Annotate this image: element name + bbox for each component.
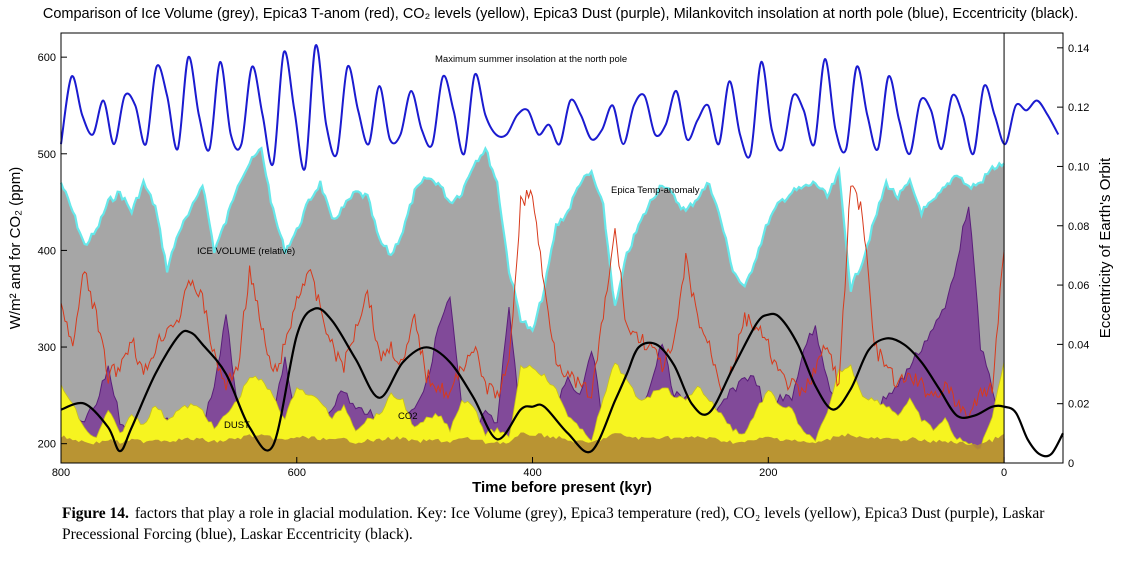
x-tick-label: 400 [523,467,541,479]
y-right-tick-label: 0.14 [1068,43,1089,55]
y-right-tick-label: 0.06 [1068,280,1089,292]
temp-anomaly-layer [60,185,1005,419]
annotation-co2: CO2 [398,411,418,422]
x-tick-label: 0 [1001,467,1007,479]
y-right-tick-label: 0.02 [1068,399,1089,411]
eccentricity-layer [60,307,1064,458]
y-axis-right-title: Eccentricity of Earth's Orbit [1097,157,1114,338]
annotation-temp: Epica Temp-anomaly [611,185,700,196]
base-layer [61,432,1005,463]
y-left-tick-label: 400 [38,245,56,257]
figure-caption: Figure 14. factors that play a role in gl… [62,503,1112,545]
annotations: Maximum summer insolation at the north p… [197,54,700,431]
y-right-tick-label: 0.10 [1068,161,1089,173]
y-left-tick-label: 300 [38,342,56,354]
chart-title: Comparison of Ice Volume (grey), Epica3 … [42,6,1079,22]
ice-volume-area [61,148,1005,463]
y-left-tick-label: 600 [38,52,56,64]
base-band [61,432,1005,463]
x-tick-label: 800 [52,467,70,479]
figure-caption-text: factors that play a role in glacial modu… [62,505,1045,543]
insolation-line [60,44,1060,171]
y-right-tick-label: 0 [1068,458,1074,470]
x-tick-label: 600 [288,467,306,479]
y-left-tick-label: 500 [38,149,56,161]
y-left-tick-label: 200 [38,439,56,451]
figure-label: Figure 14. [62,505,129,522]
annotation-dust: DUST [224,420,250,431]
y-right-tick-label: 0.08 [1068,221,1089,233]
x-axis-title: Time before present (kyr) [472,479,652,496]
x-tick-label: 200 [759,467,777,479]
y-right-tick-label: 0.04 [1068,339,1089,351]
axis-ticks: 800 600 400 200 0 200 300 400 500 600 0 0.02 0.04 0.0… [38,43,1090,479]
annotation-ice: ICE VOLUME (relative) [197,246,295,257]
annotation-insolation: Maximum summer insolation at the north p… [435,54,627,65]
plot-frame [60,32,1064,464]
y-right-tick-label: 0.12 [1068,102,1089,114]
insolation-layer [60,44,1060,171]
eccentricity-line [60,307,1064,458]
y-axis-left-title: W/m² and for CO₂ (ppm) [7,167,24,330]
temp-anomaly-line [60,185,1005,419]
